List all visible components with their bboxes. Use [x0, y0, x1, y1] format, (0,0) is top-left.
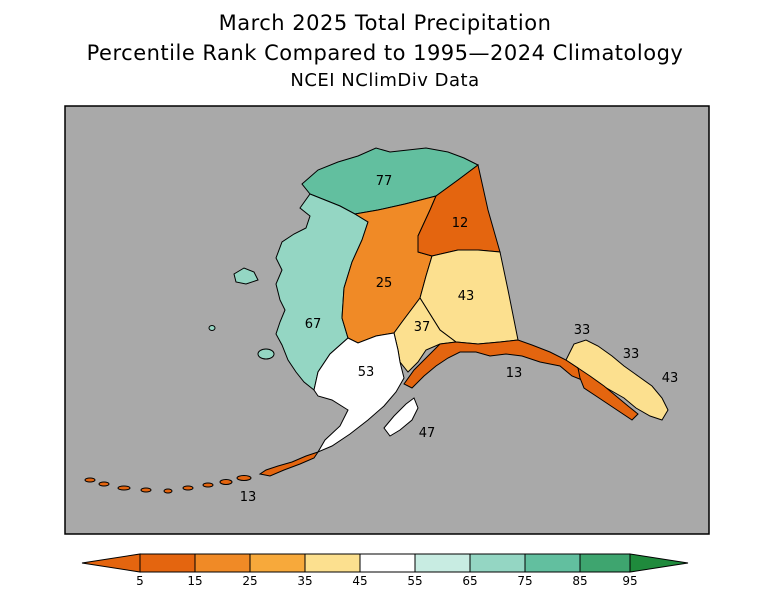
legend-swatch-45-55 — [359, 553, 416, 573]
legend-swatch-25-35 — [249, 553, 306, 573]
legend-swatch-75-85 — [524, 553, 581, 573]
legend-tick-45: 45 — [352, 574, 367, 588]
legend-tick-labels: 5 15 25 35 45 55 65 75 85 95 — [136, 574, 637, 588]
legend-tick-55: 55 — [407, 574, 422, 588]
legend-tick-5: 5 — [136, 574, 144, 588]
legend-swatch-35-45 — [304, 553, 361, 573]
label-north-slope: 77 — [376, 174, 393, 189]
division-aleutians — [258, 451, 320, 477]
legend-arrow-low — [81, 553, 141, 573]
aleutian-islets — [84, 475, 252, 494]
division-labels: 77 12 25 43 67 37 53 13 47 13 33 33 43 — [240, 174, 679, 505]
label-kodiak: 47 — [419, 426, 436, 441]
title-line-3: NCEI NClimDiv Data — [290, 70, 480, 91]
title-block: March 2025 Total Precipitation Percentil… — [0, 8, 770, 94]
label-north-panhandle: 33 — [574, 323, 591, 338]
label-northeast-gulf: 13 — [506, 366, 523, 381]
division-bristol-bay — [313, 332, 405, 454]
division-panhandle-islands — [577, 366, 639, 421]
legend-swatch-65-75 — [469, 553, 526, 573]
legend-tick-35: 35 — [297, 574, 312, 588]
label-bristol-bay: 53 — [358, 365, 375, 380]
legend-swatch-85-95 — [579, 553, 631, 573]
label-northeast-interior: 12 — [452, 216, 469, 231]
legend-swatch-55-65 — [414, 553, 471, 573]
division-kodiak — [383, 397, 419, 437]
label-southeast-interior: 43 — [458, 289, 475, 304]
legend-swatch-5-15 — [139, 553, 196, 573]
label-central-interior: 25 — [376, 276, 393, 291]
legend-tick-95: 95 — [622, 574, 637, 588]
label-west-coast: 67 — [305, 317, 322, 332]
title-line-1: March 2025 Total Precipitation — [218, 11, 552, 35]
legend-tick-15: 15 — [187, 574, 202, 588]
legend-tick-85: 85 — [572, 574, 587, 588]
label-south-panhandle: 43 — [662, 371, 679, 386]
bering-islands — [208, 267, 275, 360]
legend-tick-65: 65 — [462, 574, 477, 588]
title-line-2: Percentile Rank Compared to 1995—2024 Cl… — [86, 41, 684, 65]
label-cook-inlet: 37 — [414, 320, 431, 335]
legend-arrow-high — [629, 553, 689, 573]
legend-colorbar — [81, 553, 689, 573]
label-aleutians: 13 — [240, 490, 257, 505]
legend-tick-25: 25 — [242, 574, 257, 588]
legend-swatch-15-25 — [194, 553, 251, 573]
division-northeast-gulf — [403, 339, 583, 389]
label-central-panhandle: 33 — [623, 347, 640, 362]
legend-tick-75: 75 — [517, 574, 532, 588]
